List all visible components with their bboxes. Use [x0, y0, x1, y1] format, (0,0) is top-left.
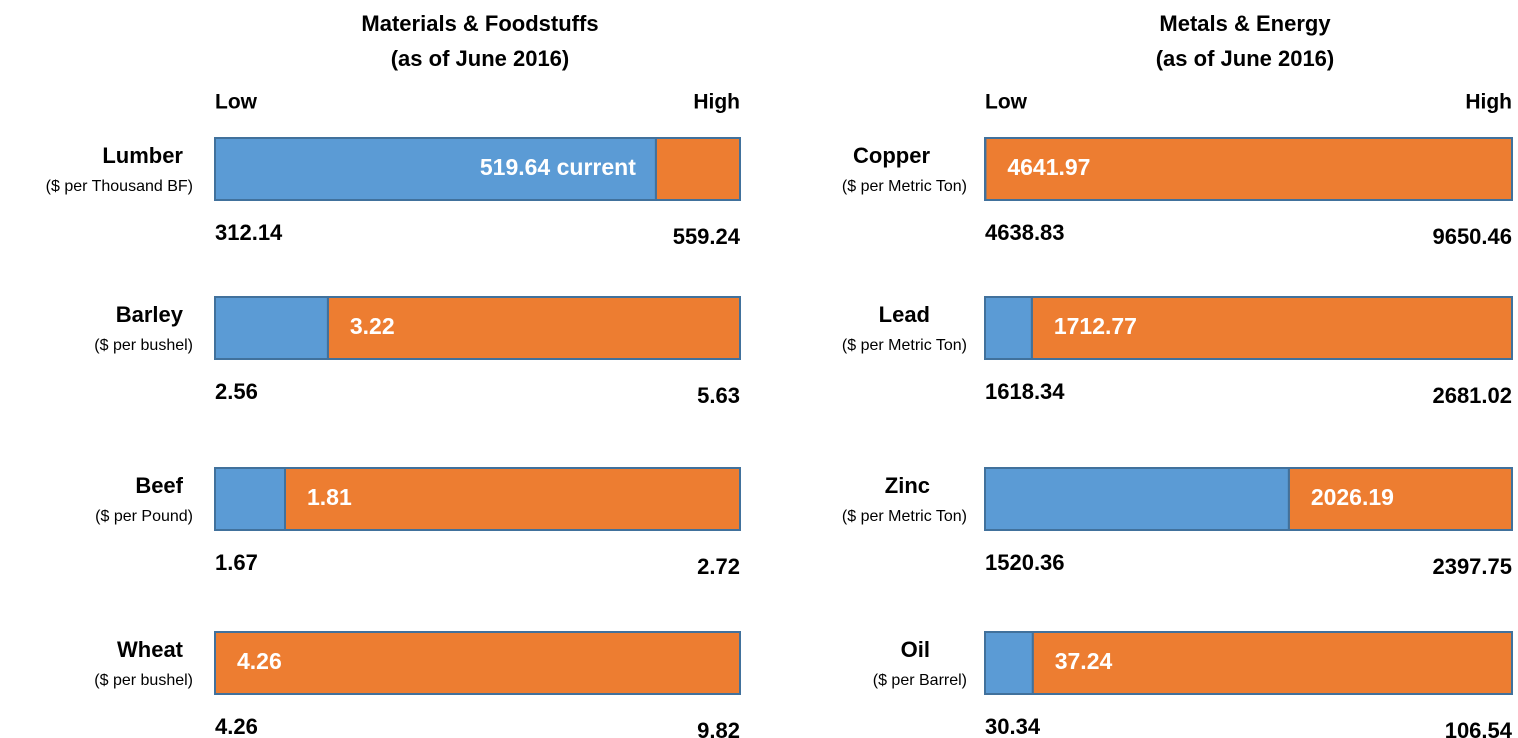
current-label: 3.22: [350, 313, 395, 339]
chart-subtitle: (as of June 2016): [1156, 46, 1335, 71]
below-bar: [214, 137, 657, 201]
unit-label: ($ per bushel): [94, 337, 193, 354]
high-heading: High: [1465, 91, 1512, 114]
chart-subtitle: (as of June 2016): [391, 46, 570, 71]
above-bar: [284, 467, 741, 531]
high-value: 5.63: [697, 383, 740, 408]
low-value: 4638.83: [985, 220, 1065, 245]
chart-title: Metals & Energy: [1159, 11, 1331, 36]
above-bar: [984, 137, 1513, 201]
current-label: 2026.19: [1311, 484, 1394, 510]
unit-label: ($ per Thousand BF): [46, 178, 193, 195]
high-value: 9650.46: [1432, 224, 1512, 249]
unit-label: ($ per bushel): [94, 672, 193, 689]
low-heading: Low: [985, 91, 1028, 114]
above-bar: [1287, 467, 1514, 531]
category-label: Oil: [901, 637, 930, 662]
low-value: 1618.34: [985, 379, 1065, 404]
unit-label: ($ per Metric Ton): [842, 337, 967, 354]
current-label: 37.24: [1055, 648, 1113, 674]
high-value: 9.82: [697, 718, 740, 738]
high-value: 2681.02: [1432, 383, 1512, 408]
low-value: 312.14: [215, 220, 283, 245]
unit-label: ($ per Pound): [95, 508, 193, 525]
above-bar: [1030, 296, 1513, 360]
high-value: 2397.75: [1432, 554, 1512, 579]
current-label: 1.81: [307, 484, 352, 510]
below-bar: [214, 296, 329, 360]
below-bar: [984, 296, 1033, 360]
category-label: Beef: [135, 473, 183, 498]
unit-label: ($ per Metric Ton): [842, 508, 967, 525]
unit-label: ($ per Metric Ton): [842, 178, 967, 195]
low-value: 2.56: [215, 379, 258, 404]
low-value: 30.34: [985, 714, 1041, 738]
above-bar: [654, 137, 741, 201]
unit-label: ($ per Barrel): [873, 672, 967, 689]
current-label: 4.26: [237, 648, 282, 674]
current-label: 4641.97: [1007, 154, 1090, 180]
low-value: 4.26: [215, 714, 258, 738]
high-heading: High: [693, 91, 740, 114]
category-label: Copper: [853, 143, 930, 168]
high-value: 106.54: [1445, 718, 1513, 738]
current-label: 519.64 current: [480, 154, 636, 180]
above-bar: [326, 296, 741, 360]
category-label: Wheat: [117, 637, 184, 662]
category-label: Lead: [879, 302, 930, 327]
chart-title: Materials & Foodstuffs: [361, 11, 598, 36]
below-bar: [984, 631, 1034, 695]
low-value: 1.67: [215, 550, 258, 575]
high-value: 559.24: [673, 224, 741, 249]
below-bar: [984, 467, 1290, 531]
category-label: Lumber: [102, 143, 183, 168]
low-value: 1520.36: [985, 550, 1065, 575]
category-label: Barley: [116, 302, 184, 327]
category-label: Zinc: [885, 473, 930, 498]
high-value: 2.72: [697, 554, 740, 579]
low-heading: Low: [215, 91, 258, 114]
below-bar: [214, 467, 286, 531]
above-bar: [214, 631, 741, 695]
current-label: 1712.77: [1054, 313, 1137, 339]
